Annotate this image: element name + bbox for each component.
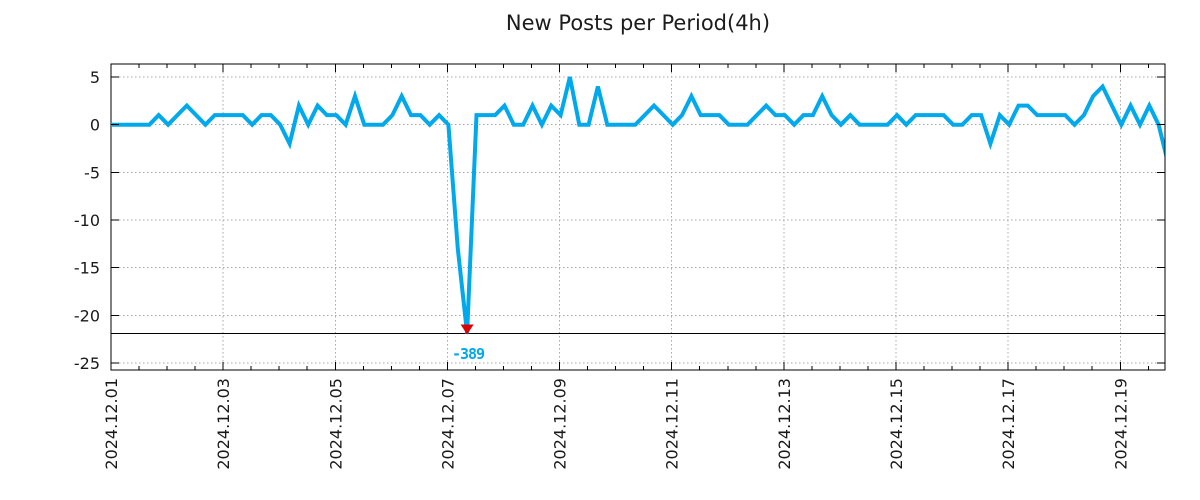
x-tick-label: 2024.12.15 [887,378,906,470]
y-tick-label: 0 [90,116,100,135]
x-tick-label: 2024.12.07 [438,378,457,470]
y-tick-label: -15 [74,259,100,278]
min-marker-icon [460,324,474,335]
y-tick-label: -20 [74,306,100,325]
x-tick-label: 2024.12.03 [214,378,233,470]
series-line [112,76,1165,334]
x-tick-label: 2024.12.09 [551,378,570,470]
x-tick-label: 2024.12.01 [102,378,121,470]
chart-title: New Posts per Period(4h) [505,11,771,35]
x-tick-label: 2024.12.11 [663,378,682,470]
x-tick-label: 2024.12.13 [775,378,794,470]
plot-border [110,63,1166,371]
y-tick-label: -25 [74,354,100,373]
y-tick-label: -5 [84,163,100,182]
y-tick-label: 5 [90,68,100,87]
x-tick-label: 2024.12.05 [326,378,345,470]
x-tick-label: 2024.12.19 [1111,378,1130,470]
x-tick-label: 2024.12.17 [999,378,1018,470]
min-value-annotation: -389 [451,345,485,363]
y-tick-label: -10 [74,211,100,230]
